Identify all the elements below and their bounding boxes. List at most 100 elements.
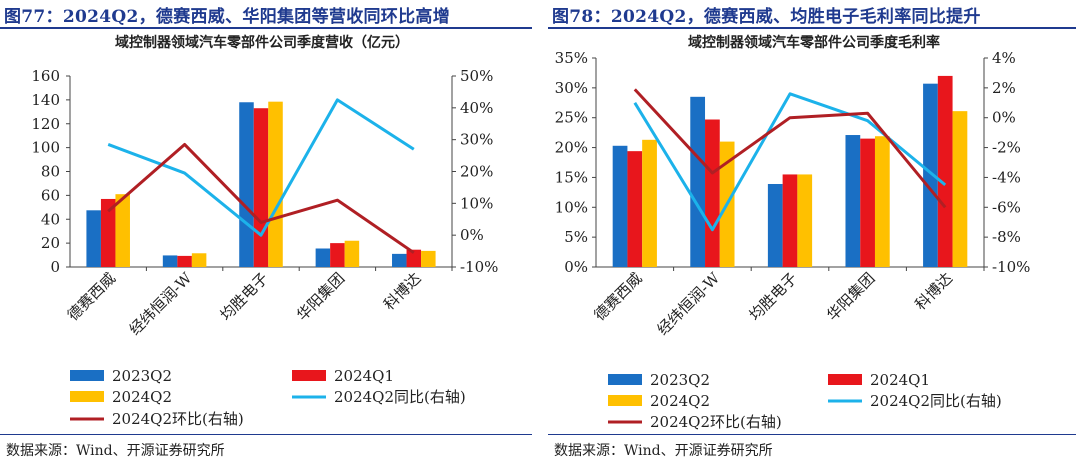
bar-2023Q2 [767, 183, 783, 267]
bar-2024Q2 [115, 194, 130, 267]
bar-2024Q2 [797, 174, 813, 267]
bar-2024Q2 [268, 101, 283, 268]
category-label: 德赛西威 [590, 269, 645, 324]
left-tick-label: 5% [564, 228, 588, 246]
legend-label: 2024Q2同比(右轴) [870, 392, 1002, 410]
figure-panel-gross-margin: 图78：2024Q2，德赛西威、均胜电子毛利率同比提升 域控制器领域汽车零部件公… [548, 0, 1076, 463]
left-tick-label: 60 [41, 186, 60, 204]
bar-2024Q2 [344, 240, 360, 267]
left-tick-label: 0% [564, 258, 588, 276]
right-tick-label: 40% [460, 99, 493, 117]
right-tick-label: -8% [992, 228, 1021, 246]
right-tick-label: 0% [992, 109, 1016, 127]
left-tick-label: 25% [555, 109, 588, 127]
bar-2024Q1 [627, 151, 643, 267]
legend-swatch [608, 374, 642, 385]
category-label: 华阳集团 [823, 269, 878, 324]
right-tick-label: -6% [992, 198, 1021, 216]
left-tick-label: 15% [555, 168, 588, 186]
legend-label: 2023Q2 [112, 367, 172, 385]
left-tick-label: 30% [555, 79, 588, 97]
right-tick-label: 2% [992, 79, 1016, 97]
bar-2024Q2 [952, 111, 968, 267]
source-note: 数据来源：Wind、开源证券研究所 [554, 443, 773, 459]
legend-label: 2024Q2 [112, 388, 172, 406]
left-tick-label: 80 [41, 163, 60, 181]
left-tick-label: 160 [31, 67, 60, 85]
figure-title: 图78：2024Q2，德赛西威、均胜电子毛利率同比提升 [552, 7, 981, 27]
legend-swatch [292, 370, 326, 381]
right-tick-label: -4% [992, 168, 1021, 186]
right-tick-label: 10% [460, 194, 493, 212]
line-series-qoq [633, 88, 947, 209]
right-tick-label: 0% [460, 226, 484, 244]
right-tick-label: -10% [992, 258, 1030, 276]
legend-label: 2024Q2 [650, 392, 710, 410]
bar-2023Q2 [162, 255, 178, 267]
right-tick-label: 4% [992, 49, 1016, 67]
figure-title: 图77：2024Q2，德赛西威、华阳集团等营收同环比高增 [4, 7, 451, 27]
category-label: 华阳集团 [293, 269, 348, 324]
bar-2024Q1 [406, 249, 422, 267]
bar-2024Q1 [100, 198, 116, 267]
bar-2023Q2 [845, 135, 861, 267]
bar-2023Q2 [690, 96, 706, 267]
title-rule [548, 27, 1076, 29]
bar-2024Q1 [330, 243, 345, 267]
bar-2024Q1 [860, 138, 875, 267]
bar-2023Q2 [239, 102, 254, 267]
source-rule [548, 434, 1076, 435]
category-label: 经纬恒润-W [126, 269, 196, 339]
bar-2024Q1 [705, 119, 720, 268]
legend-swatch [828, 374, 862, 385]
left-tick-label: 20 [41, 234, 60, 252]
left-tick-label: 40 [41, 210, 60, 228]
bar-2023Q2 [392, 253, 407, 267]
line-series-yoy [633, 92, 947, 232]
right-tick-label: 20% [460, 163, 493, 181]
bar-2023Q2 [612, 145, 628, 267]
bar-2024Q2 [874, 136, 890, 267]
bar-2024Q1 [782, 174, 798, 267]
legend-label: 2024Q2环比(右轴) [650, 413, 782, 431]
left-tick-label: 35% [555, 49, 588, 67]
left-tick-label: 10% [555, 198, 588, 216]
gross-margin-chart: 域控制器领域汽车零部件公司季度毛利率 0% 5% 10% 15% 20% 25% 30% 35%… [555, 34, 1031, 431]
bar-2024Q2 [421, 250, 436, 267]
category-label: 科博达 [380, 269, 425, 314]
left-tick-label: 100 [31, 139, 60, 157]
right-tick-label: 30% [460, 131, 493, 149]
left-tick-label: 120 [31, 115, 60, 133]
category-label: 德赛西威 [64, 269, 119, 324]
bar-2024Q1 [937, 75, 953, 267]
right-tick-label: -2% [992, 139, 1021, 157]
legend-swatch [70, 391, 104, 402]
legend-label: 2024Q2同比(右轴) [334, 388, 466, 406]
left-tick-label: 140 [31, 91, 60, 109]
bar-2024Q1 [177, 255, 192, 267]
revenue-chart: 域控制器领域汽车零部件公司季度营收（亿元） 0 20 40 60 80 100 120 140 1… [31, 34, 498, 428]
bar-2024Q2 [191, 253, 207, 267]
category-label: 经纬恒润-W [654, 269, 724, 339]
right-tick-label: -10% [460, 258, 498, 276]
line-series-qoq [107, 142, 415, 254]
bar-2024Q1 [253, 108, 269, 267]
legend-label: 2024Q1 [334, 367, 394, 385]
left-tick-label: 20% [555, 139, 588, 157]
chart-title: 域控制器领域汽车零部件公司季度毛利率 [688, 34, 940, 51]
bar-2023Q2 [315, 248, 331, 267]
title-rule [0, 27, 532, 29]
legend-label: 2024Q1 [870, 371, 930, 389]
left-tick-label: 0 [50, 258, 60, 276]
category-label: 均胜电子 [217, 269, 272, 324]
legend-label: 2024Q2环比(右轴) [112, 410, 244, 428]
bar-2023Q2 [923, 83, 938, 267]
source-note: 数据来源：Wind、开源证券研究所 [6, 443, 225, 459]
bar-2024Q2 [642, 139, 657, 267]
legend-swatch [70, 370, 104, 381]
figure-panel-revenue: 图77：2024Q2，德赛西威、华阳集团等营收同环比高增 域控制器领域汽车零部件… [0, 0, 532, 463]
bar-2023Q2 [86, 210, 101, 267]
category-label: 均胜电子 [746, 269, 801, 324]
right-tick-label: 50% [460, 67, 493, 85]
source-rule [0, 434, 532, 435]
